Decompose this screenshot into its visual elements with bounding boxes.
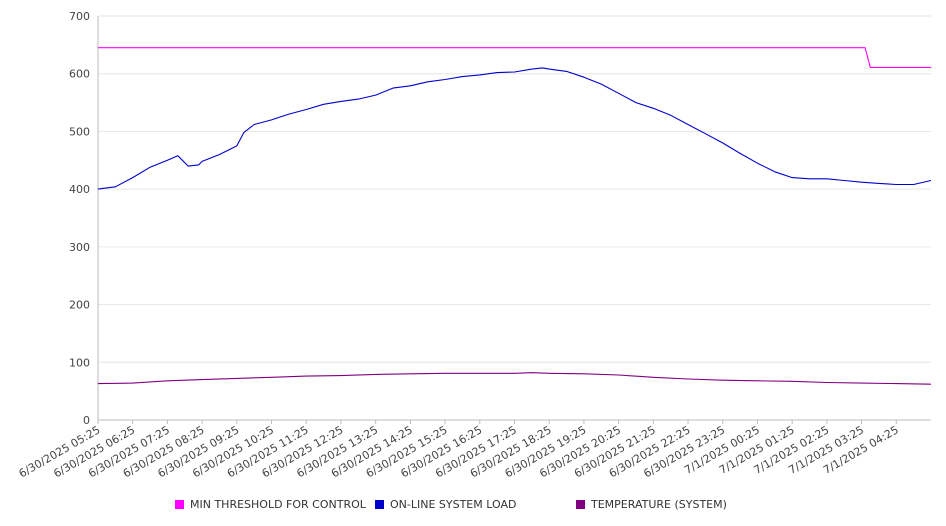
y-tick-label: 200	[69, 299, 90, 312]
y-tick-label: 400	[69, 183, 90, 196]
y-tick-label: 600	[69, 68, 90, 81]
legend-item-threshold[interactable]: MIN THRESHOLD FOR CONTROL	[175, 498, 366, 511]
grid-lines	[98, 15, 931, 363]
legend-label-load: ON-LINE SYSTEM LOAD	[390, 498, 517, 511]
y-tick-label: 100	[69, 356, 90, 369]
legend-swatch-threshold	[175, 500, 184, 509]
legend-label-temperature: TEMPERATURE (SYSTEM)	[591, 498, 727, 511]
threshold-line	[98, 47, 931, 68]
x-axis: 6/30/2025 05:256/30/2025 06:256/30/2025 …	[17, 419, 931, 480]
legend: MIN THRESHOLD FOR CONTROL ON-LINE SYSTEM…	[0, 498, 946, 516]
y-tick-label: 300	[69, 241, 90, 254]
system-load-line	[97, 67, 932, 190]
temperature-line	[97, 372, 932, 385]
y-tick-label: 500	[69, 125, 90, 138]
legend-swatch-temperature	[576, 500, 585, 509]
legend-item-load[interactable]: ON-LINE SYSTEM LOAD	[375, 498, 516, 511]
series-lines	[97, 47, 932, 385]
y-axis: 0 100 200 300 400 500 600 700	[69, 10, 99, 427]
legend-swatch-load	[375, 500, 384, 509]
legend-label-threshold: MIN THRESHOLD FOR CONTROL	[190, 498, 366, 511]
legend-item-temperature[interactable]: TEMPERATURE (SYSTEM)	[576, 498, 727, 511]
y-tick-label: 700	[69, 10, 90, 23]
y-tick-label: 0	[83, 414, 90, 427]
